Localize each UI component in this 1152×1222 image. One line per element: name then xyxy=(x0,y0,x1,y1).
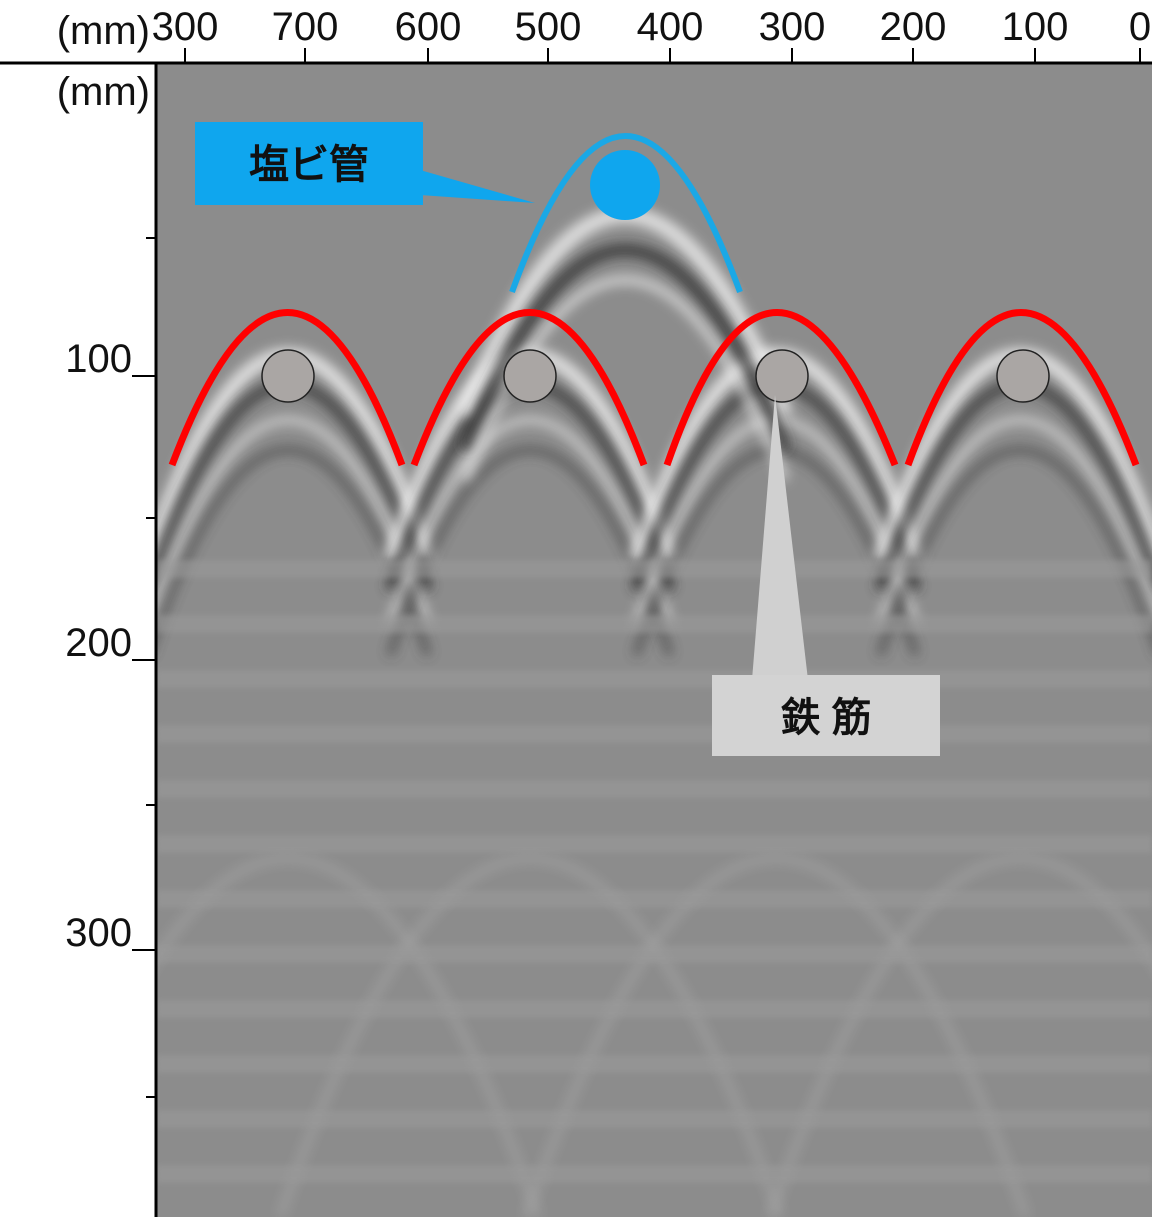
rebar-arc xyxy=(663,309,899,467)
rebar-label: 鉄 筋 xyxy=(780,696,871,740)
wave xyxy=(766,854,1152,1217)
wave xyxy=(386,416,674,627)
pipe-callout xyxy=(195,122,423,205)
wave xyxy=(276,854,784,1217)
band xyxy=(157,670,1152,688)
rebar-circle xyxy=(755,349,809,403)
x-tick-label: 600 xyxy=(395,5,462,49)
y-axis-unit: (mm) xyxy=(57,70,150,114)
rebar-callout-pointer xyxy=(752,395,808,680)
x-tick-label: 100 xyxy=(1002,5,1069,49)
x-axis-unit: (mm) xyxy=(57,9,150,53)
rebar-arc xyxy=(410,309,648,467)
band xyxy=(157,725,1152,743)
image-bg xyxy=(157,64,1152,1217)
band xyxy=(157,560,1152,578)
x-tick-label: 700 xyxy=(272,5,339,49)
pipe-arc xyxy=(509,133,743,294)
pipe-circle xyxy=(590,150,660,220)
band xyxy=(157,890,1152,908)
band xyxy=(157,1000,1152,1018)
band xyxy=(157,1055,1152,1073)
wave xyxy=(876,416,1152,627)
x-tick-label: 300 xyxy=(759,5,826,49)
x-tick-label: 0 xyxy=(1129,5,1151,49)
band xyxy=(157,1110,1152,1128)
y-tick-label: 300 xyxy=(65,911,132,955)
wave xyxy=(157,416,432,627)
rebar-circle xyxy=(261,349,315,403)
wave xyxy=(522,854,1030,1217)
band xyxy=(157,615,1152,633)
wave xyxy=(877,447,1152,656)
x-tick-label: 200 xyxy=(880,5,947,49)
rebar-arc xyxy=(904,309,1140,467)
x-tick-label: 300 xyxy=(152,5,219,49)
radar-image xyxy=(157,64,1152,1217)
wave xyxy=(157,854,542,1217)
pipe-callout-pointer xyxy=(420,170,535,203)
band xyxy=(157,835,1152,853)
rebar-circle xyxy=(996,349,1050,403)
band xyxy=(157,780,1152,798)
y-tick-label: 100 xyxy=(65,337,132,381)
rebar-callout xyxy=(712,675,940,756)
wave xyxy=(459,244,791,453)
x-tick-label: 400 xyxy=(637,5,704,49)
band xyxy=(157,1165,1152,1183)
pipe-label: 塩ビ管 xyxy=(249,143,369,187)
rebar-circle xyxy=(503,349,557,403)
rebar-arc xyxy=(168,309,406,467)
band xyxy=(157,945,1152,963)
annotations: 塩ビ管 鉄 筋 xyxy=(168,122,1140,756)
x-tick-label: 500 xyxy=(515,5,582,49)
y-tick-label: 200 xyxy=(65,621,132,665)
